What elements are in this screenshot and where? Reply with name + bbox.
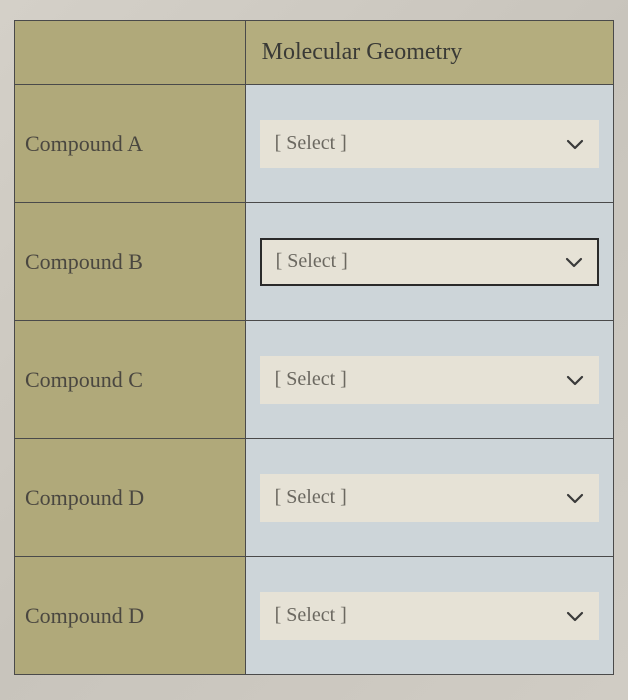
row-label-cell: Compound C [15,321,246,439]
chevron-down-icon [566,607,584,625]
compound-label: Compound A [25,131,143,156]
table-row: Compound D [ Select ] [15,557,614,675]
row-label-cell: Compound D [15,439,246,557]
row-select-cell: [ Select ] [245,85,613,203]
chevron-down-icon [565,253,583,271]
chevron-down-icon [566,135,584,153]
chevron-down-icon [566,489,584,507]
geometry-select-d2[interactable]: [ Select ] [260,592,599,640]
table-row: Compound C [ Select ] [15,321,614,439]
geometry-select-d[interactable]: [ Select ] [260,474,599,522]
compound-label: Compound D [25,603,144,628]
geometry-select-a[interactable]: [ Select ] [260,120,599,168]
compound-label: Compound B [25,249,143,274]
row-select-cell: [ Select ] [245,557,613,675]
table-row: Compound D [ Select ] [15,439,614,557]
select-placeholder: [ Select ] [275,368,347,391]
geometry-select-c[interactable]: [ Select ] [260,356,599,404]
row-label-cell: Compound A [15,85,246,203]
select-placeholder: [ Select ] [275,486,347,509]
chevron-down-icon [566,371,584,389]
geometry-table: Molecular Geometry Compound A [ Select ] [14,20,614,675]
header-title-text: Molecular Geometry [262,39,463,65]
row-label-cell: Compound B [15,203,246,321]
row-label-cell: Compound D [15,557,246,675]
header-empty-cell [15,21,246,85]
row-select-cell: [ Select ] [245,203,613,321]
compound-label: Compound D [25,485,144,510]
select-placeholder: [ Select ] [276,250,348,273]
table-row: Compound B [ Select ] [15,203,614,321]
geometry-table-wrap: Molecular Geometry Compound A [ Select ] [14,20,614,675]
row-select-cell: [ Select ] [245,439,613,557]
select-placeholder: [ Select ] [275,604,347,627]
header-title-cell: Molecular Geometry [245,21,613,85]
row-select-cell: [ Select ] [245,321,613,439]
table-row: Compound A [ Select ] [15,85,614,203]
compound-label: Compound C [25,367,143,392]
table-header-row: Molecular Geometry [15,21,614,85]
select-placeholder: [ Select ] [275,132,347,155]
geometry-select-b[interactable]: [ Select ] [260,238,599,286]
